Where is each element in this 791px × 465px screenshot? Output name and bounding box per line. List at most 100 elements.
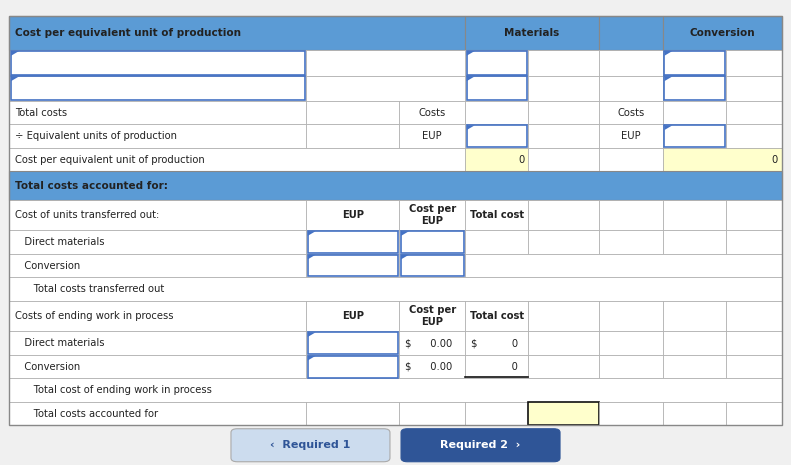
Bar xyxy=(306,125,399,148)
Bar xyxy=(663,148,782,172)
Text: Conversion: Conversion xyxy=(15,260,80,271)
Text: Materials: Materials xyxy=(505,28,559,38)
Bar xyxy=(306,230,399,254)
Bar xyxy=(9,379,782,402)
Bar xyxy=(465,332,528,355)
Bar xyxy=(11,51,305,74)
Bar xyxy=(306,301,399,332)
Bar xyxy=(306,199,399,230)
Bar xyxy=(9,301,782,332)
Bar xyxy=(9,332,306,355)
Bar xyxy=(9,16,465,50)
Text: Direct materials: Direct materials xyxy=(15,237,104,247)
Bar xyxy=(399,402,465,425)
Bar xyxy=(9,379,782,402)
Text: Conversion: Conversion xyxy=(15,362,80,372)
Text: Total costs: Total costs xyxy=(15,108,67,118)
Bar xyxy=(9,332,782,355)
Polygon shape xyxy=(467,51,475,56)
Bar xyxy=(306,332,399,355)
Polygon shape xyxy=(308,255,316,259)
Bar xyxy=(664,51,725,74)
Bar xyxy=(306,50,465,75)
Bar xyxy=(306,254,399,277)
Bar xyxy=(528,332,599,355)
Bar xyxy=(9,148,465,172)
Bar xyxy=(663,301,726,332)
Bar xyxy=(599,50,663,75)
Text: Required 2  ›: Required 2 › xyxy=(441,440,520,450)
Polygon shape xyxy=(401,231,409,236)
Polygon shape xyxy=(308,356,316,360)
Bar xyxy=(663,355,726,379)
Text: Costs of ending work in process: Costs of ending work in process xyxy=(15,311,173,321)
Text: 0: 0 xyxy=(471,362,517,372)
Text: Total cost: Total cost xyxy=(470,311,524,321)
Bar xyxy=(726,301,782,332)
Bar xyxy=(528,50,599,75)
Polygon shape xyxy=(401,255,409,259)
Bar xyxy=(726,125,782,148)
Bar xyxy=(9,402,782,425)
Bar xyxy=(599,101,663,125)
Bar xyxy=(599,355,663,379)
Bar xyxy=(308,332,398,354)
Bar xyxy=(9,16,782,50)
Bar xyxy=(9,75,782,101)
Polygon shape xyxy=(664,126,672,130)
Bar xyxy=(726,50,782,75)
Bar xyxy=(9,125,782,148)
Bar xyxy=(308,356,398,378)
Text: Direct materials: Direct materials xyxy=(15,338,104,348)
Bar xyxy=(599,75,663,101)
Text: Total cost of ending work in process: Total cost of ending work in process xyxy=(15,385,212,395)
Bar xyxy=(528,125,599,148)
Text: $      0.00: $ 0.00 xyxy=(405,362,452,372)
Bar xyxy=(9,230,782,254)
Bar xyxy=(465,355,528,379)
Bar xyxy=(399,230,465,254)
Bar xyxy=(399,125,465,148)
Bar xyxy=(465,402,528,425)
Bar xyxy=(306,101,399,125)
Bar xyxy=(599,16,663,50)
Text: EUP: EUP xyxy=(422,131,442,141)
Bar xyxy=(9,148,782,172)
Polygon shape xyxy=(11,76,19,81)
Bar xyxy=(9,199,306,230)
Bar xyxy=(663,402,726,425)
Polygon shape xyxy=(664,51,672,56)
Bar xyxy=(663,125,726,148)
Bar xyxy=(726,230,782,254)
Bar xyxy=(9,199,782,230)
Bar xyxy=(528,402,599,425)
Bar xyxy=(467,76,527,100)
Bar xyxy=(11,76,305,100)
Bar xyxy=(663,230,726,254)
Text: Cost per
EUP: Cost per EUP xyxy=(409,306,456,327)
Bar xyxy=(528,301,599,332)
Bar xyxy=(528,355,599,379)
Bar xyxy=(663,50,726,75)
Bar xyxy=(599,125,663,148)
Bar xyxy=(465,16,599,50)
Bar xyxy=(726,75,782,101)
Polygon shape xyxy=(467,76,475,81)
Text: 0: 0 xyxy=(771,155,778,165)
Bar xyxy=(401,231,464,253)
Bar xyxy=(467,51,527,74)
Bar xyxy=(308,231,398,253)
Bar xyxy=(599,301,663,332)
Bar xyxy=(528,199,599,230)
Bar xyxy=(663,75,726,101)
Bar xyxy=(663,16,782,50)
Text: ‹  Required 1: ‹ Required 1 xyxy=(271,440,350,450)
Bar xyxy=(726,355,782,379)
Bar xyxy=(528,101,599,125)
Bar xyxy=(399,332,465,355)
Bar xyxy=(399,301,465,332)
Text: $           0: $ 0 xyxy=(471,338,518,348)
Bar xyxy=(9,16,782,425)
Bar xyxy=(465,230,528,254)
Text: Cost of units transferred out:: Cost of units transferred out: xyxy=(15,210,159,220)
